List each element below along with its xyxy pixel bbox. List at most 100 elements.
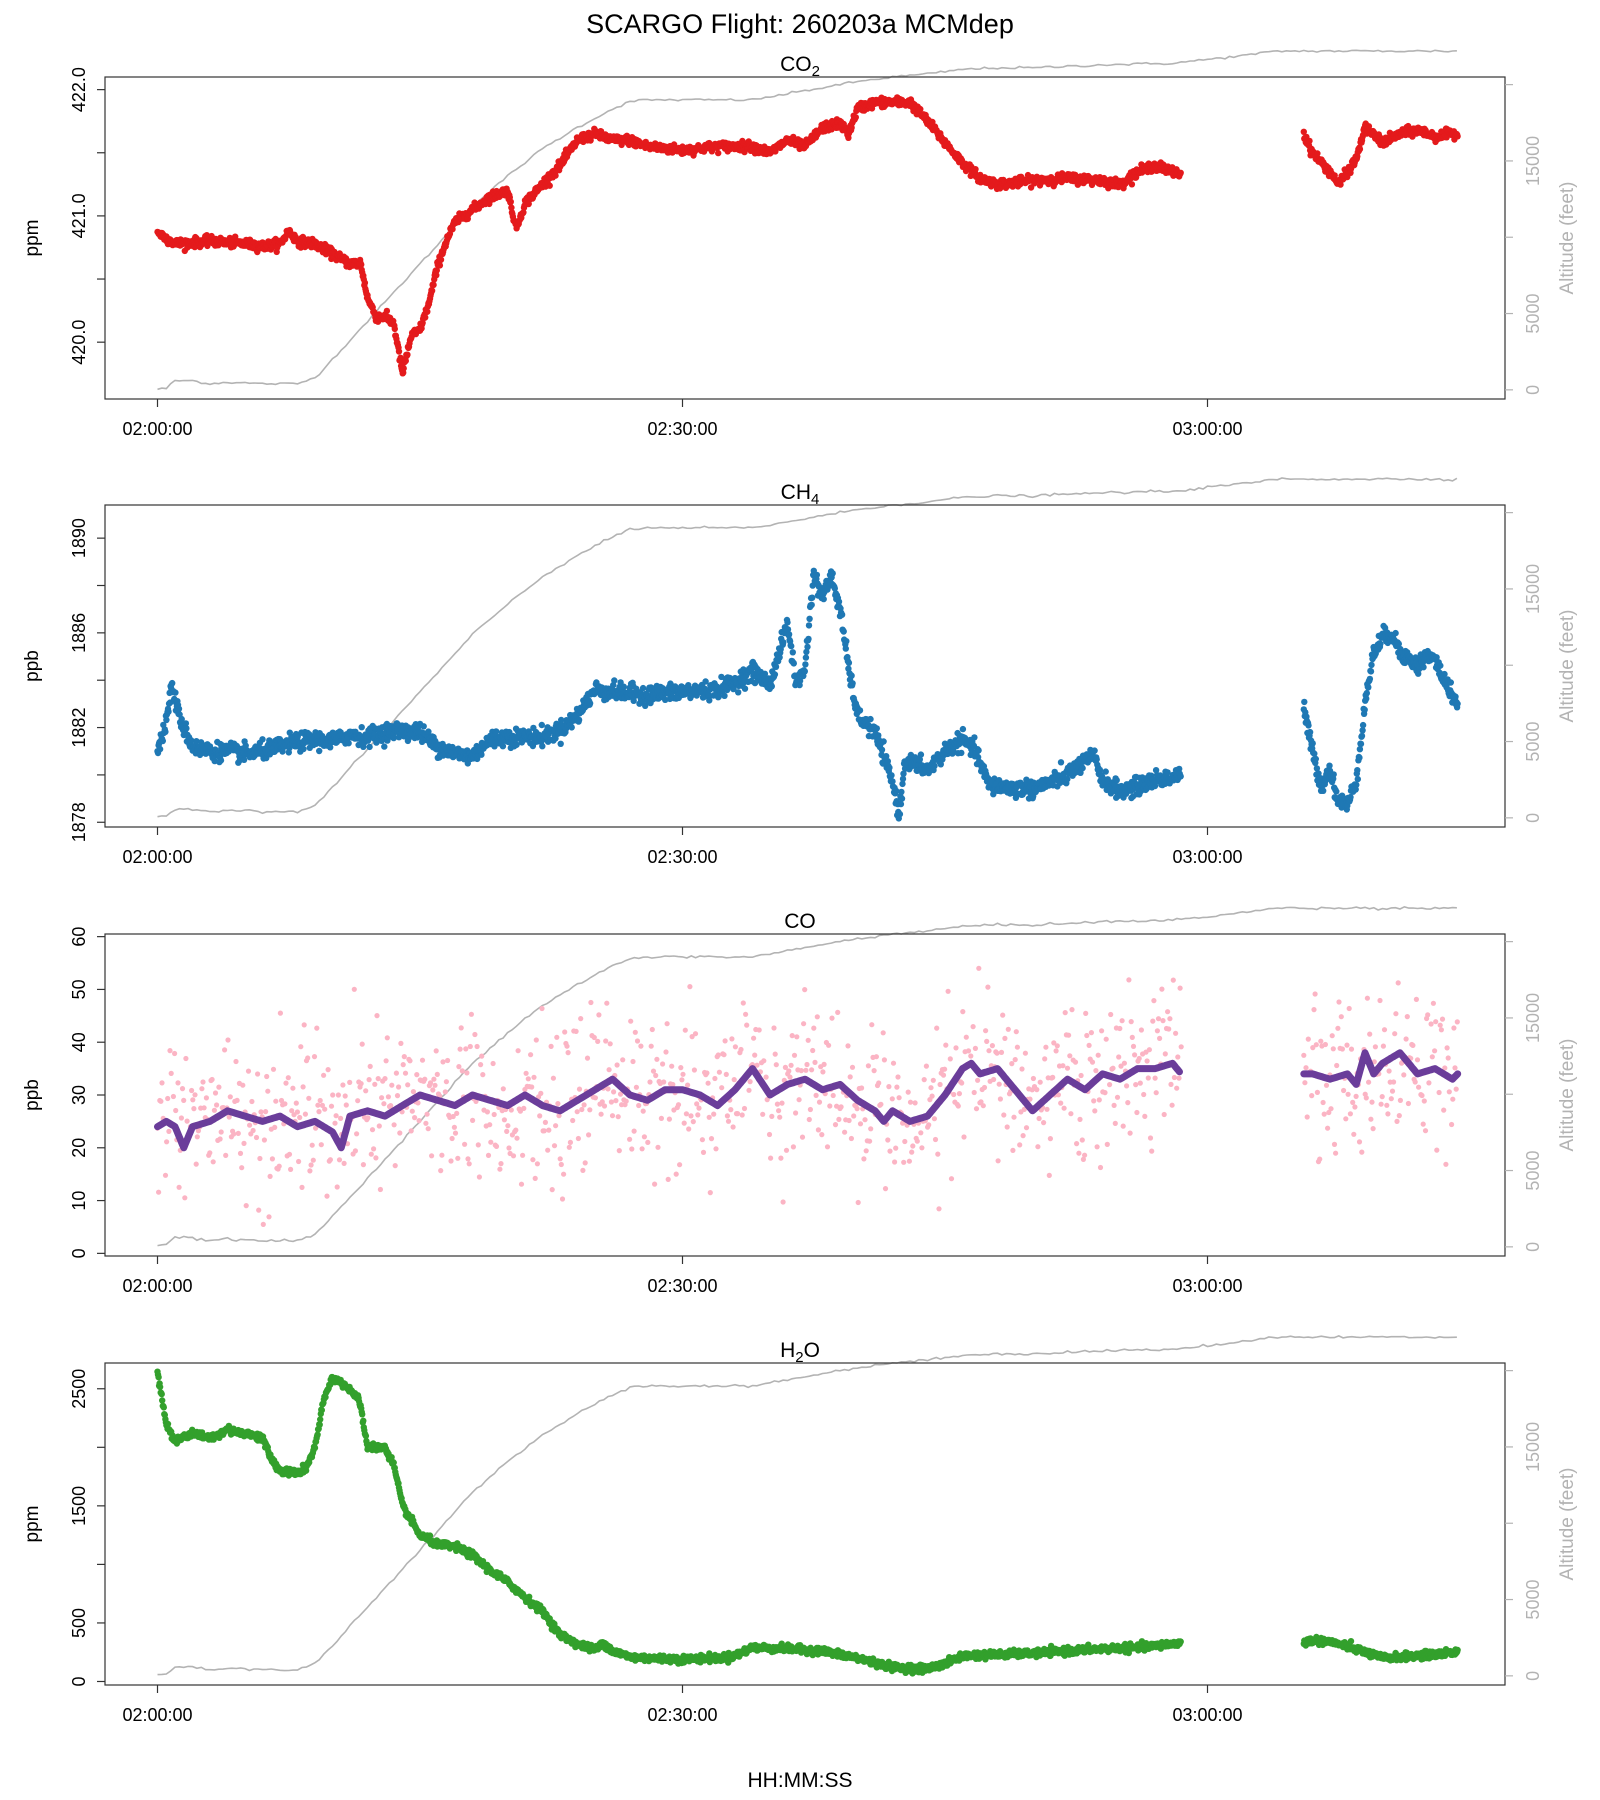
data-point bbox=[531, 1074, 537, 1080]
data-point bbox=[878, 746, 886, 753]
data-point bbox=[260, 1221, 266, 1227]
data-point bbox=[501, 1117, 507, 1123]
data-point bbox=[316, 1109, 322, 1115]
data-point bbox=[203, 1095, 209, 1101]
data-point bbox=[225, 1037, 231, 1043]
data-point bbox=[407, 1058, 413, 1064]
x-tick-label: 02:00:00 bbox=[122, 419, 192, 439]
data-point bbox=[588, 999, 594, 1006]
data-point bbox=[249, 1098, 255, 1105]
data-point bbox=[374, 1013, 380, 1019]
data-point bbox=[385, 1094, 391, 1100]
data-point bbox=[1452, 693, 1459, 700]
data-point bbox=[159, 1080, 165, 1086]
data-point bbox=[452, 1130, 459, 1136]
data-point bbox=[398, 1040, 404, 1046]
data-point bbox=[424, 1111, 430, 1117]
data-point bbox=[592, 1095, 599, 1101]
data-point bbox=[470, 1117, 476, 1123]
data-point bbox=[491, 1111, 497, 1118]
data-point bbox=[269, 1156, 275, 1162]
data-point bbox=[212, 1090, 219, 1096]
data-point bbox=[296, 1158, 302, 1165]
data-point bbox=[478, 751, 485, 758]
data-point bbox=[454, 1110, 460, 1116]
y2-tick-label: 5000 bbox=[1523, 722, 1543, 762]
data-point bbox=[325, 1067, 331, 1073]
data-point bbox=[598, 1111, 604, 1117]
y-axis-label: ppm bbox=[22, 220, 43, 257]
data-point bbox=[1128, 181, 1136, 188]
data-point bbox=[500, 1086, 506, 1092]
data-point bbox=[528, 1052, 534, 1058]
data-point bbox=[256, 1207, 262, 1213]
data-point bbox=[379, 1095, 385, 1101]
data-point bbox=[305, 1055, 311, 1061]
data-point bbox=[538, 1090, 544, 1096]
data-point bbox=[290, 1085, 296, 1091]
data-point bbox=[532, 1175, 538, 1181]
data-point bbox=[440, 1059, 446, 1065]
data-point bbox=[480, 1072, 486, 1078]
data-point bbox=[506, 1145, 512, 1151]
data-point bbox=[649, 1026, 655, 1033]
data-point bbox=[917, 751, 925, 758]
data-point bbox=[615, 1114, 621, 1120]
data-point bbox=[282, 1101, 288, 1107]
data-point bbox=[351, 986, 357, 992]
data-point bbox=[384, 1035, 390, 1041]
data-point bbox=[497, 1166, 503, 1172]
data-point bbox=[247, 1122, 253, 1128]
y-tick-label: 1878 bbox=[69, 802, 89, 842]
data-point bbox=[1312, 755, 1320, 763]
data-point bbox=[375, 1076, 381, 1082]
data-point bbox=[300, 745, 307, 753]
data-point bbox=[183, 725, 190, 732]
data-point bbox=[318, 1142, 324, 1148]
data-point bbox=[636, 1102, 642, 1109]
data-point bbox=[419, 1057, 426, 1063]
data-point bbox=[546, 1127, 552, 1133]
data-point bbox=[1356, 145, 1364, 153]
data-point bbox=[596, 1012, 602, 1018]
data-point bbox=[414, 1072, 420, 1078]
data-point bbox=[562, 1029, 568, 1035]
data-point bbox=[539, 743, 546, 750]
data-point bbox=[1102, 768, 1109, 775]
data-point bbox=[445, 1057, 451, 1064]
data-point bbox=[848, 672, 855, 679]
data-point bbox=[261, 1137, 267, 1143]
data-point bbox=[210, 1159, 216, 1165]
data-point bbox=[467, 1043, 473, 1050]
data-point bbox=[300, 1084, 306, 1090]
data-point bbox=[216, 1084, 222, 1090]
data-point bbox=[156, 1189, 162, 1195]
data-point bbox=[299, 1184, 305, 1190]
data-point bbox=[1359, 721, 1367, 729]
data-point bbox=[1392, 629, 1399, 637]
y-tick-label: 1882 bbox=[69, 708, 89, 748]
data-point bbox=[200, 1079, 206, 1085]
data-point bbox=[507, 198, 514, 205]
data-point bbox=[194, 1134, 200, 1140]
x-tick-label: 03:00:00 bbox=[1172, 847, 1242, 867]
data-point bbox=[438, 1168, 444, 1174]
data-point bbox=[173, 1107, 179, 1114]
data-point bbox=[412, 1115, 418, 1121]
data-point bbox=[499, 743, 507, 750]
data-point bbox=[463, 1046, 469, 1052]
data-point bbox=[653, 1072, 659, 1079]
data-point bbox=[211, 1107, 217, 1113]
data-point bbox=[389, 1082, 395, 1088]
data-point bbox=[772, 663, 780, 670]
data-point bbox=[972, 166, 979, 173]
data-point bbox=[409, 1108, 415, 1114]
data-point bbox=[595, 1038, 601, 1044]
data-point bbox=[383, 307, 391, 315]
data-point bbox=[245, 1068, 252, 1074]
data-point bbox=[316, 747, 323, 755]
data-point bbox=[342, 1093, 348, 1099]
data-point bbox=[371, 1146, 377, 1152]
data-point bbox=[335, 1092, 341, 1098]
data-point bbox=[867, 715, 874, 723]
